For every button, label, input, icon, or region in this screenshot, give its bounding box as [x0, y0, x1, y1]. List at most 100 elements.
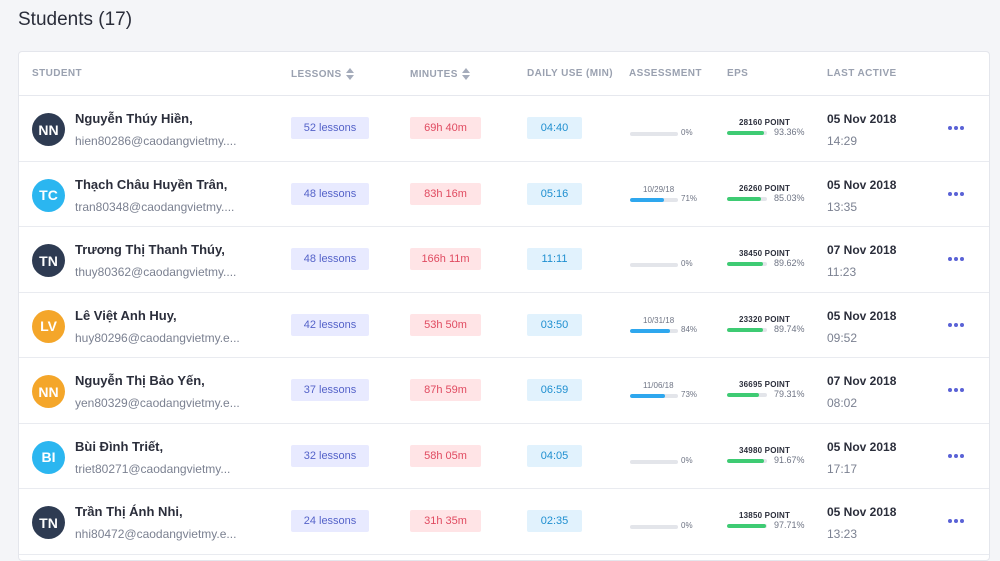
daily-use-badge: 06:59: [527, 379, 582, 401]
sort-icon[interactable]: [461, 68, 470, 80]
last-active-time: 14:29: [827, 134, 858, 148]
student-email: triet80271@caodangvietmy...: [75, 461, 231, 476]
lessons-badge: 52 lessons: [291, 117, 369, 139]
lessons-badge: 37 lessons: [291, 379, 369, 401]
more-options-icon[interactable]: [948, 519, 964, 525]
avatar: NN: [32, 113, 65, 146]
last-active-time: 13:35: [827, 199, 858, 214]
eps-percent: 79.31%: [774, 389, 805, 399]
assessment-percent: 0%: [681, 128, 693, 137]
last-active-date: 05 Nov 2018: [827, 308, 897, 323]
eps-points: 28160 POINT: [739, 118, 791, 127]
student-name[interactable]: Lê Việt Anh Huy,: [75, 307, 177, 323]
eps-points: 38450 POINT: [739, 249, 791, 258]
daily-use-badge: 03:50: [527, 313, 582, 336]
lessons-badge: 42 lessons: [291, 313, 369, 336]
minutes-badge: 83h 16m: [410, 182, 481, 205]
eps-progress-bar: [727, 524, 767, 528]
column-header-minutes[interactable]: MINUTES: [410, 68, 470, 80]
assessment-percent: 0%: [681, 455, 693, 465]
avatar: TN: [32, 244, 65, 277]
student-name[interactable]: Bùi Đình Triết,: [75, 438, 164, 454]
minutes-badge: 69h 40m: [410, 117, 481, 139]
eps-progress-fill: [727, 524, 767, 528]
table-row[interactable]: BI Bùi Đình Triết, triet80271@caodangvie…: [19, 424, 989, 489]
last-active-date: 07 Nov 2018: [827, 374, 897, 388]
eps-progress-fill: [727, 458, 764, 463]
lessons-badge: 24 lessons: [291, 510, 369, 532]
minutes-badge: 31h 35m: [410, 510, 481, 532]
last-active-date: 05 Nov 2018: [827, 177, 897, 192]
minutes-badge: 87h 59m: [410, 379, 481, 401]
more-options-icon[interactable]: [948, 388, 964, 394]
student-email: huy80296@caodangvietmy.e...: [75, 330, 240, 345]
assessment-percent: 84%: [681, 324, 698, 334]
student-email: yen80329@caodangvietmy.e...: [75, 396, 240, 410]
table-row[interactable]: TC Thạch Châu Huyền Trân, tran80348@caod…: [19, 162, 989, 227]
last-active-time: 09:52: [827, 330, 858, 345]
student-name[interactable]: Nguyễn Thị Bảo Yến,: [75, 373, 205, 388]
assessment-progress-fill: [630, 328, 671, 333]
assessment-percent: 73%: [681, 390, 698, 399]
more-options-icon[interactable]: [948, 453, 964, 460]
eps-points: 34980 POINT: [739, 445, 791, 455]
student-email: hien80286@caodangvietmy....: [75, 134, 237, 148]
column-header-label: DAILY USE (MIN): [527, 68, 614, 79]
column-header-last-active: LAST ACTIVE: [827, 68, 897, 79]
minutes-badge: 58h 05m: [410, 444, 481, 467]
eps-progress-fill: [727, 327, 763, 332]
assessment-progress-fill: [630, 197, 665, 202]
table-row[interactable]: NN Nguyễn Thúy Hiền, hien80286@caodangvi…: [19, 96, 989, 162]
table-row[interactable]: LV Lê Việt Anh Huy, huy80296@caodangviet…: [19, 293, 989, 358]
more-options-icon[interactable]: [948, 322, 964, 329]
assessment-progress-bar: [630, 132, 678, 136]
more-options-icon[interactable]: [948, 126, 964, 132]
daily-use-badge: 05:16: [527, 182, 582, 205]
column-header-lessons[interactable]: LESSONS: [291, 68, 354, 80]
student-email: tran80348@caodangvietmy....: [75, 199, 235, 214]
more-options-icon[interactable]: [948, 191, 964, 198]
column-header-daily-use: DAILY USE (MIN): [527, 68, 613, 79]
student-name[interactable]: Trần Thị Ánh Nhi,: [75, 504, 183, 519]
lessons-badge: 48 lessons: [291, 248, 369, 270]
table-row[interactable]: TN Trương Thị Thanh Thúy, thuy80362@caod…: [19, 227, 989, 293]
eps-points: 26260 POINT: [739, 183, 791, 193]
assessment-progress-bar: [630, 394, 678, 398]
student-email: thuy80362@caodangvietmy....: [75, 265, 237, 279]
student-name[interactable]: Thạch Châu Huyền Trân,: [75, 176, 228, 192]
assessment-date: 10/29/18: [643, 184, 675, 194]
eps-percent: 97.71%: [774, 520, 805, 530]
assessment-percent: 0%: [681, 521, 693, 530]
avatar: BI: [32, 440, 65, 474]
avatar: NN: [32, 375, 65, 408]
column-header-label: ASSESSMENT: [629, 68, 702, 79]
avatar: TC: [32, 178, 65, 212]
student-name[interactable]: Trương Thị Thanh Thúy,: [75, 242, 225, 257]
eps-percent: 89.74%: [774, 323, 805, 334]
lessons-badge: 48 lessons: [291, 182, 369, 205]
minutes-badge: 53h 50m: [410, 313, 481, 336]
eps-percent: 89.62%: [774, 258, 805, 268]
eps-progress-bar: [727, 458, 767, 463]
eps-percent: 93.36%: [774, 127, 805, 137]
eps-progress-bar: [727, 262, 767, 266]
table-row[interactable]: NN Nguyễn Thị Bảo Yến, yen80329@caodangv…: [19, 358, 989, 424]
sort-icon[interactable]: [345, 68, 354, 80]
eps-progress-fill: [727, 262, 763, 266]
daily-use-badge: 04:05: [527, 444, 582, 467]
daily-use-badge: 02:35: [527, 510, 582, 532]
table-row[interactable]: TN Trần Thị Ánh Nhi, nhi80472@caodangvie…: [19, 489, 989, 555]
last-active-date: 07 Nov 2018: [827, 243, 897, 257]
last-active-date: 05 Nov 2018: [827, 505, 897, 519]
column-header-label: EPS: [727, 68, 749, 79]
students-table: STUDENT LESSONS MINUTES DAILY USE (MIN) …: [18, 51, 990, 561]
assessment-progress-bar: [630, 459, 678, 464]
eps-progress-fill: [727, 196, 761, 201]
more-options-icon[interactable]: [948, 257, 964, 263]
lessons-badge: 32 lessons: [291, 444, 369, 467]
eps-progress-bar: [727, 196, 767, 201]
last-active-time: 11:23: [827, 265, 857, 279]
last-active-time: 17:17: [827, 461, 858, 476]
student-name[interactable]: Nguyễn Thúy Hiền,: [75, 111, 193, 126]
avatar: LV: [32, 309, 65, 343]
